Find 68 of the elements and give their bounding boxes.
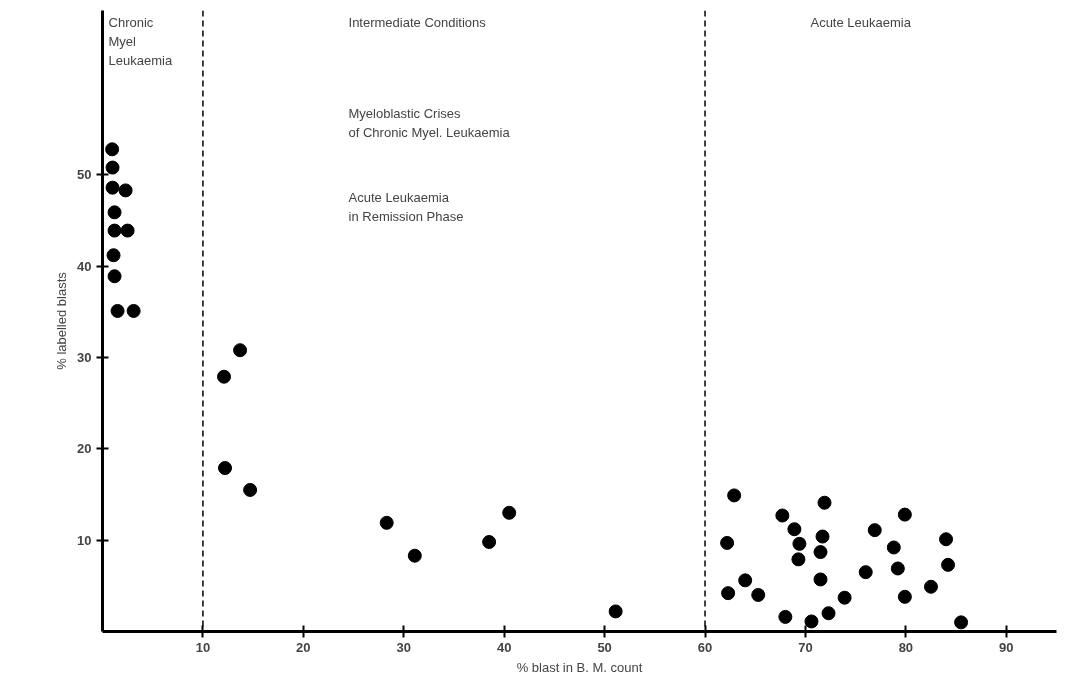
point: [890, 561, 905, 576]
point: [858, 565, 873, 580]
point: [787, 522, 802, 537]
point: [821, 606, 836, 621]
point: [243, 482, 258, 497]
point: [502, 505, 517, 520]
point: [482, 535, 497, 549]
point: [727, 488, 742, 503]
point: [792, 536, 807, 551]
point: [106, 248, 121, 263]
point: [813, 545, 828, 560]
point: [941, 557, 956, 572]
point: [407, 548, 422, 563]
y-tick-label: 20: [77, 441, 92, 457]
x-tick-label: 50: [597, 639, 612, 655]
x-tick-label: 70: [798, 639, 813, 655]
point: [778, 609, 793, 624]
point: [120, 223, 135, 238]
point: [126, 303, 141, 318]
point: [107, 205, 122, 220]
point: [105, 180, 120, 195]
x-tick-label: 40: [496, 639, 512, 655]
point: [110, 303, 125, 318]
point: [738, 573, 753, 588]
point: [817, 495, 832, 510]
y-tick-label: 10: [77, 532, 92, 548]
point: [720, 535, 735, 550]
point: [233, 343, 248, 358]
annotation: Chronic Myel Leukaemia: [108, 15, 173, 68]
x-tick-label: 10: [195, 639, 211, 655]
point: [217, 369, 232, 384]
point: [105, 160, 120, 175]
point: [105, 142, 120, 157]
point: [107, 269, 122, 284]
point: [118, 183, 133, 198]
annotation: Acute Leukaemia in Remission Phase: [348, 190, 464, 225]
point: [897, 589, 912, 604]
point: [218, 461, 233, 476]
x-tick-label: 20: [296, 639, 311, 655]
point: [867, 523, 882, 538]
point: [815, 529, 830, 544]
point: [886, 540, 901, 555]
point: [379, 515, 394, 530]
point: [897, 507, 912, 522]
y-axis-title: % labelled blasts: [54, 271, 70, 370]
y-tick-label: 40: [77, 258, 92, 274]
point: [923, 579, 938, 594]
point: [939, 532, 954, 547]
x-tick-label: 60: [697, 639, 713, 655]
point: [837, 590, 852, 605]
point: [775, 508, 790, 523]
x-tick-label: 30: [396, 639, 411, 655]
annotation: Intermediate Conditions: [348, 15, 487, 31]
point: [813, 572, 828, 587]
point: [791, 552, 806, 567]
point: [954, 615, 969, 630]
point: [608, 604, 623, 619]
point: [751, 587, 766, 602]
annotation: Myeloblastic Crises of Chronic Myel. Leukaemia: [348, 106, 511, 141]
x-axis-title: % blast in B. M. count: [516, 659, 643, 675]
x-tick-label: 90: [999, 639, 1014, 655]
y-tick-label: 30: [77, 350, 92, 366]
x-tick-label: 80: [898, 639, 914, 655]
annotation: Acute Leukaemia: [810, 15, 912, 31]
point: [804, 614, 819, 629]
y-tick-label: 50: [77, 167, 92, 183]
point: [107, 223, 122, 238]
point: [721, 586, 736, 601]
